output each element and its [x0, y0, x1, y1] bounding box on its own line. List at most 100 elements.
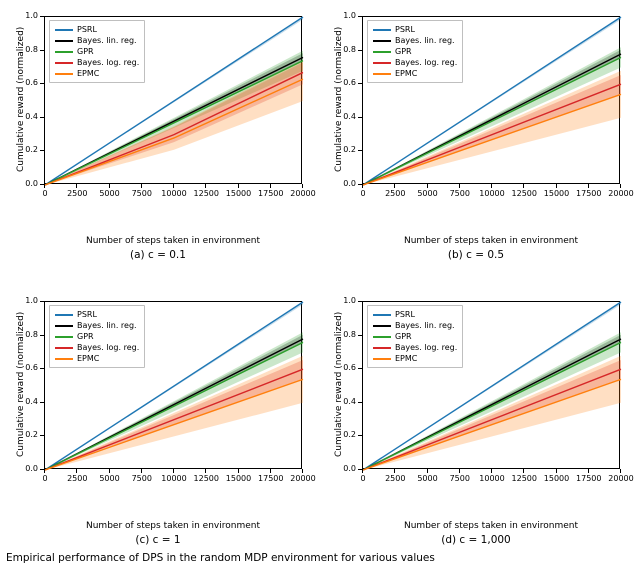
x-tick-label: 0 — [350, 474, 376, 483]
plot-area: Cumulative reward (normalized)0250050007… — [6, 10, 310, 220]
y-tick-label: 0.0 — [25, 464, 38, 473]
y-tick — [358, 16, 362, 17]
x-tick — [491, 469, 492, 473]
legend-swatch — [373, 40, 391, 42]
x-tick-label: 2500 — [382, 474, 408, 483]
legend-item: Bayes. log. reg. — [373, 57, 457, 68]
legend-label: GPR — [77, 46, 94, 57]
legend-swatch — [55, 358, 73, 360]
y-tick-label: 1.0 — [25, 11, 38, 20]
legend-label: PSRL — [395, 309, 415, 320]
x-tick — [205, 469, 206, 473]
x-tick — [270, 469, 271, 473]
y-tick — [358, 150, 362, 151]
legend-swatch — [55, 62, 73, 64]
x-tick — [205, 184, 206, 188]
y-tick — [358, 50, 362, 51]
x-tick — [44, 184, 45, 188]
y-tick-label: 0.4 — [25, 112, 38, 121]
y-tick — [358, 469, 362, 470]
x-tick-label: 12500 — [193, 474, 219, 483]
legend-item: PSRL — [55, 24, 139, 35]
legend-label: EPMC — [395, 68, 417, 79]
legend-item: EPMC — [55, 353, 139, 364]
legend-item: Bayes. lin. reg. — [373, 35, 457, 46]
y-tick — [358, 435, 362, 436]
x-tick — [44, 469, 45, 473]
y-tick — [40, 402, 44, 403]
y-tick — [40, 184, 44, 185]
legend-label: Bayes. log. reg. — [395, 57, 457, 68]
y-tick — [358, 83, 362, 84]
x-tick-label: 0 — [32, 474, 58, 483]
y-tick — [40, 50, 44, 51]
y-tick-label: 0.2 — [25, 430, 38, 439]
x-tick-label: 2500 — [64, 189, 90, 198]
x-tick-label: 12500 — [193, 189, 219, 198]
legend-item: Bayes. lin. reg. — [55, 35, 139, 46]
x-tick-label: 17500 — [258, 474, 284, 483]
y-tick — [40, 16, 44, 17]
x-tick-label: 5000 — [415, 189, 441, 198]
panel-caption: (b) c = 0.5 — [324, 249, 628, 261]
y-tick — [40, 368, 44, 369]
x-axis-label: Number of steps taken in environment — [44, 521, 302, 531]
y-tick — [40, 83, 44, 84]
legend-label: Bayes. lin. reg. — [77, 35, 137, 46]
figure-caption-text: Empirical performance of DPS in the rand… — [6, 552, 435, 564]
x-tick-label: 20000 — [608, 189, 634, 198]
legend-swatch — [373, 73, 391, 75]
panel-caption: (a) c = 0.1 — [6, 249, 310, 261]
y-tick — [40, 335, 44, 336]
legend-swatch — [373, 325, 391, 327]
y-tick-label: 0.2 — [343, 145, 356, 154]
x-tick — [588, 184, 589, 188]
y-tick — [358, 117, 362, 118]
legend-item: Bayes. lin. reg. — [55, 320, 139, 331]
y-tick-label: 0.6 — [25, 78, 38, 87]
y-tick-label: 0.8 — [343, 45, 356, 54]
legend-item: EPMC — [373, 68, 457, 79]
y-tick-label: 0.4 — [343, 397, 356, 406]
x-tick-label: 10000 — [161, 189, 187, 198]
legend-swatch — [55, 51, 73, 53]
x-tick — [523, 469, 524, 473]
line-bgr — [363, 84, 621, 185]
band-epmc — [363, 356, 621, 470]
y-tick — [40, 469, 44, 470]
x-tick — [238, 469, 239, 473]
y-tick-label: 0.6 — [25, 363, 38, 372]
legend: PSRLBayes. lin. reg.GPRBayes. log. reg.E… — [49, 305, 145, 368]
x-tick — [109, 184, 110, 188]
band-epmc — [363, 71, 621, 185]
x-tick-label: 15000 — [226, 474, 252, 483]
x-tick-label: 17500 — [258, 189, 284, 198]
legend-swatch — [373, 51, 391, 53]
x-tick-label: 5000 — [415, 474, 441, 483]
legend-item: EPMC — [373, 353, 457, 364]
y-tick-label: 0.0 — [343, 179, 356, 188]
line-bgr — [45, 369, 303, 470]
legend-swatch — [373, 336, 391, 338]
x-tick — [556, 469, 557, 473]
x-tick — [556, 184, 557, 188]
legend: PSRLBayes. lin. reg.GPRBayes. log. reg.E… — [367, 305, 463, 368]
y-tick — [358, 402, 362, 403]
x-tick-label: 0 — [350, 189, 376, 198]
x-axis-label: Number of steps taken in environment — [44, 236, 302, 246]
legend-label: Bayes. lin. reg. — [395, 320, 455, 331]
x-tick — [362, 184, 363, 188]
x-tick-label: 15000 — [226, 189, 252, 198]
x-tick-label: 17500 — [576, 474, 602, 483]
x-tick-label: 20000 — [608, 474, 634, 483]
y-tick-label: 0.8 — [343, 330, 356, 339]
legend-label: GPR — [395, 46, 412, 57]
legend-swatch — [55, 73, 73, 75]
x-tick — [362, 469, 363, 473]
y-tick-label: 0.8 — [25, 330, 38, 339]
y-tick — [40, 301, 44, 302]
x-tick-label: 15000 — [544, 189, 570, 198]
legend-swatch — [55, 29, 73, 31]
y-tick-label: 1.0 — [343, 296, 356, 305]
legend-item: PSRL — [55, 309, 139, 320]
